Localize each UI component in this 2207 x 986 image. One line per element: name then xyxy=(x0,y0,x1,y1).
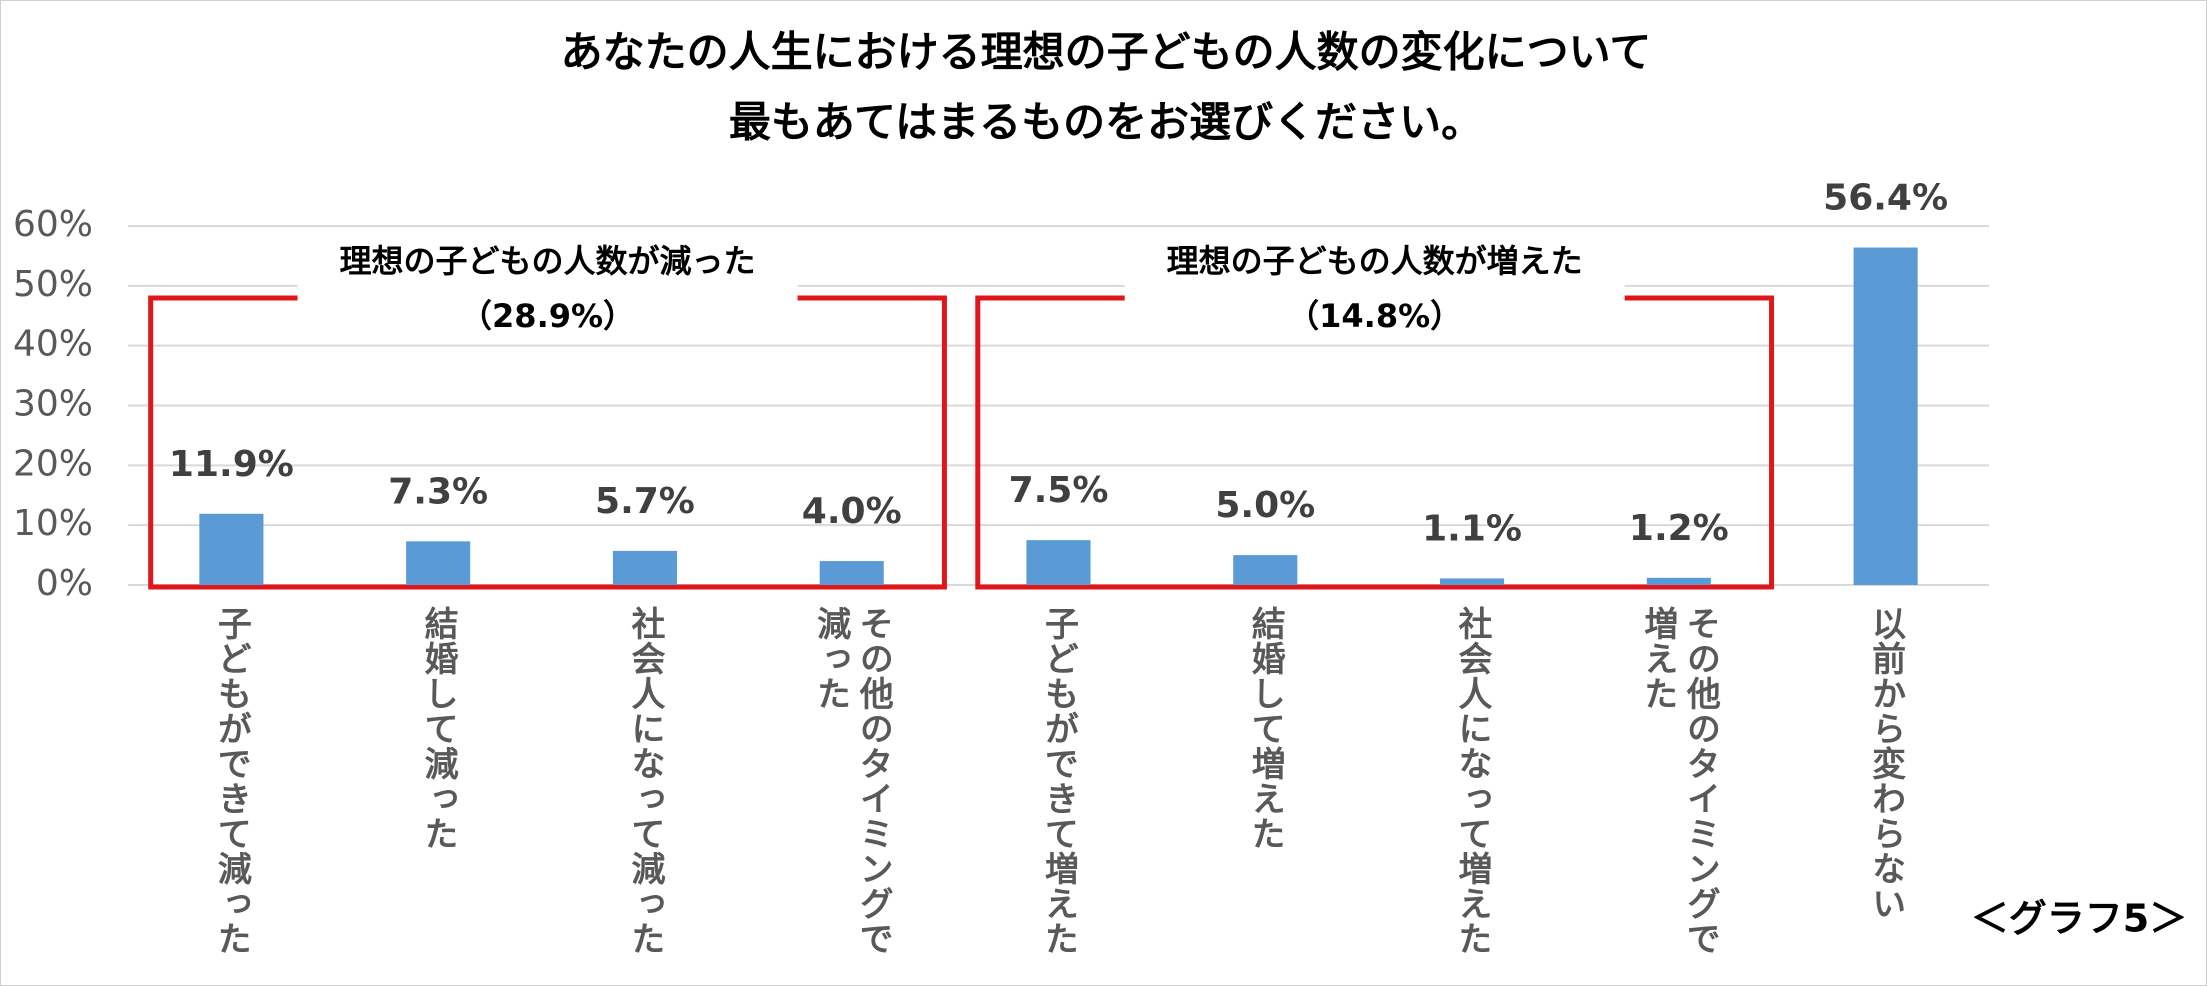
group-total: （28.9%） xyxy=(460,297,635,335)
label-backdrop xyxy=(1124,231,1625,341)
group-label: 理想の子どもの人数が減った xyxy=(340,242,756,280)
x-tick-label: 以前から変わらない xyxy=(1865,606,1906,921)
group-bracket xyxy=(975,295,1775,590)
group-bracket xyxy=(148,295,947,590)
group-label: 理想の子どもの人数が増えた xyxy=(1167,242,1583,280)
x-tick-label: 結婚して減った xyxy=(418,606,459,851)
x-tick-label: 社会人になって減った xyxy=(624,606,665,956)
y-tick-label: 20% xyxy=(13,443,93,484)
data-label: 5.7% xyxy=(595,481,695,522)
chart-title: あなたの人生における理想の子どもの人数の変化について xyxy=(561,28,1652,77)
y-tick-label: 10% xyxy=(13,503,93,544)
y-tick-label: 40% xyxy=(13,324,93,365)
y-tick-label: 50% xyxy=(13,264,93,305)
bar xyxy=(612,550,677,585)
data-label: 56.4% xyxy=(1823,178,1948,219)
x-tick-label: 子どもができて増えた xyxy=(1038,606,1079,956)
x-tick-label: その他のタイミングで減った xyxy=(810,606,894,956)
bar xyxy=(819,561,884,585)
group-total: （14.8%） xyxy=(1287,297,1462,335)
x-tick-label: 結婚して増えた xyxy=(1245,606,1286,851)
data-label: 7.3% xyxy=(388,471,488,512)
bar xyxy=(1646,577,1711,585)
footnote: ＜グラフ5＞ xyxy=(1971,897,2187,941)
data-label: 4.0% xyxy=(802,491,902,532)
label-backdrop xyxy=(297,231,798,341)
data-label: 7.5% xyxy=(1009,470,1109,511)
bar xyxy=(406,541,471,585)
chart-title: 最もあてはまるものをお選びください。 xyxy=(729,98,1483,147)
data-label: 1.1% xyxy=(1422,508,1522,549)
bar xyxy=(1853,247,1918,586)
x-tick-label: その他のタイミングで増えた xyxy=(1637,606,1721,956)
y-tick-label: 60% xyxy=(13,204,93,245)
bar xyxy=(1233,555,1298,585)
data-label: 1.2% xyxy=(1629,508,1729,549)
x-tick-label: 社会人になって増えた xyxy=(1452,606,1493,956)
x-tick-label: 子どもができて減った xyxy=(211,606,252,956)
data-label: 5.0% xyxy=(1215,485,1315,526)
y-tick-label: 0% xyxy=(36,563,93,604)
bar xyxy=(1026,540,1091,585)
bar xyxy=(199,513,264,585)
bar xyxy=(1440,578,1505,585)
y-tick-label: 30% xyxy=(13,384,93,425)
data-label: 11.9% xyxy=(169,444,294,485)
